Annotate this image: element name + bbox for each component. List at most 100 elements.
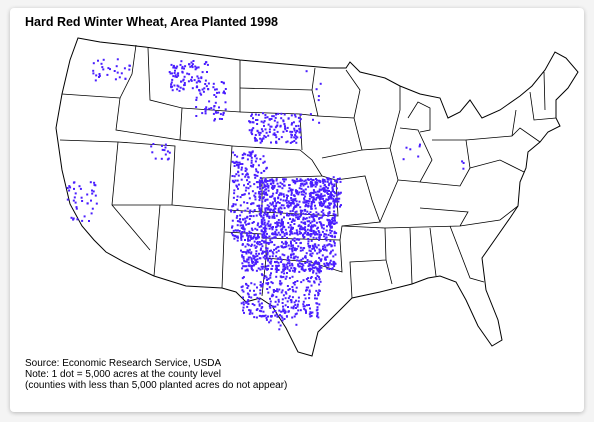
wheat-dot: [322, 200, 325, 203]
wheat-dot: [281, 211, 283, 214]
wheat-dot: [277, 207, 280, 210]
wheat-dot: [275, 247, 277, 250]
wheat-dot: [310, 260, 313, 263]
wheat-dot: [161, 148, 164, 151]
wheat-dot: [268, 205, 271, 208]
wheat-dot: [324, 246, 327, 249]
wheat-dot: [303, 180, 306, 183]
wheat-dot: [293, 237, 296, 240]
wheat-dot: [334, 199, 337, 201]
wheat-dot: [208, 100, 211, 103]
wheat-dot: [91, 207, 94, 210]
wheat-dot: [313, 280, 316, 283]
wheat-dot: [316, 275, 319, 277]
wheat-dot: [268, 321, 271, 324]
wheat-dot: [271, 115, 274, 118]
wheat-dot: [298, 127, 301, 130]
wheat-dot: [269, 125, 272, 128]
wheat-dot: [267, 215, 270, 218]
wheat-dot: [269, 209, 272, 212]
wheat-dot: [304, 262, 307, 264]
wheat-dot: [271, 186, 273, 189]
wheat-dot: [248, 239, 251, 242]
wheat-dot: [275, 260, 278, 263]
wheat-dot: [255, 316, 258, 319]
wheat-dot: [265, 268, 268, 271]
wheat-dot: [263, 179, 266, 182]
wheat-dot: [288, 277, 291, 280]
wheat-dot: [303, 197, 305, 200]
wheat-dot: [256, 258, 259, 261]
wheat-dot: [322, 245, 324, 248]
wheat-dot: [330, 182, 333, 185]
wheat-dot: [312, 189, 315, 192]
wheat-dot: [331, 194, 334, 197]
wheat-dot: [241, 267, 244, 270]
wheat-dot: [258, 252, 260, 255]
wheat-dot: [66, 198, 69, 201]
wheat-dot: [248, 151, 251, 154]
wheat-dot: [251, 121, 254, 124]
wheat-dot: [92, 62, 95, 65]
wheat-dot: [305, 310, 307, 313]
wheat-dot: [328, 182, 331, 185]
wheat-dot: [274, 133, 276, 136]
wheat-dot: [326, 180, 329, 183]
wheat-dot: [305, 203, 307, 206]
wheat-dot: [172, 66, 175, 69]
wheat-dot: [253, 183, 256, 186]
wheat-dot: [282, 269, 285, 272]
wheat-dot: [231, 160, 234, 163]
state-lines: [59, 44, 557, 299]
wheat-dot: [310, 215, 313, 218]
wheat-dot: [290, 299, 293, 302]
wheat-dot: [233, 234, 236, 237]
wheat-dot: [277, 249, 280, 252]
wheat-dot: [280, 117, 283, 120]
wheat-dot: [293, 315, 296, 318]
wheat-dot: [242, 296, 244, 299]
wheat-dot: [236, 224, 239, 227]
wheat-dot: [324, 264, 327, 267]
wheat-dot: [330, 245, 333, 248]
wheat-dot: [245, 173, 248, 176]
wheat-dot: [325, 229, 328, 232]
wheat-dot: [214, 88, 216, 91]
wheat-dot: [288, 259, 291, 262]
wheat-dot: [331, 186, 334, 189]
wheat-dot: [304, 183, 306, 186]
wheat-dot: [271, 228, 274, 231]
wheat-dot: [255, 250, 258, 253]
wheat-dot: [161, 144, 163, 147]
wheat-dot: [271, 255, 274, 258]
wheat-dot: [277, 261, 280, 264]
wheat-dot: [283, 195, 285, 198]
wheat-dot: [245, 282, 247, 285]
wheat-dot: [182, 88, 185, 91]
wheat-dot: [282, 204, 285, 207]
wheat-dot: [265, 317, 268, 319]
wheat-dot: [287, 258, 290, 261]
wheat-dot: [246, 158, 249, 161]
wheat-dot: [281, 221, 284, 224]
wheat-dot: [329, 234, 332, 237]
wheat-dot: [289, 224, 292, 226]
wheat-dot: [277, 224, 280, 227]
wheat-dot: [264, 275, 267, 278]
wheat-dot: [339, 205, 341, 208]
wheat-dot: [277, 209, 280, 212]
wheat-dot: [311, 179, 314, 182]
wheat-dot: [213, 119, 216, 122]
wheat-dot: [292, 218, 295, 221]
wheat-dot: [275, 228, 278, 231]
wheat-dot: [417, 155, 420, 158]
wheat-dot: [265, 166, 268, 169]
wheat-dot: [268, 305, 271, 308]
wheat-dot: [260, 220, 263, 223]
wheat-dot: [267, 291, 270, 294]
wheat-dot: [307, 265, 310, 268]
wheat-dot: [239, 214, 242, 217]
wheat-dot: [260, 181, 263, 184]
wheat-dot: [315, 309, 318, 312]
wheat-dot: [243, 152, 246, 155]
